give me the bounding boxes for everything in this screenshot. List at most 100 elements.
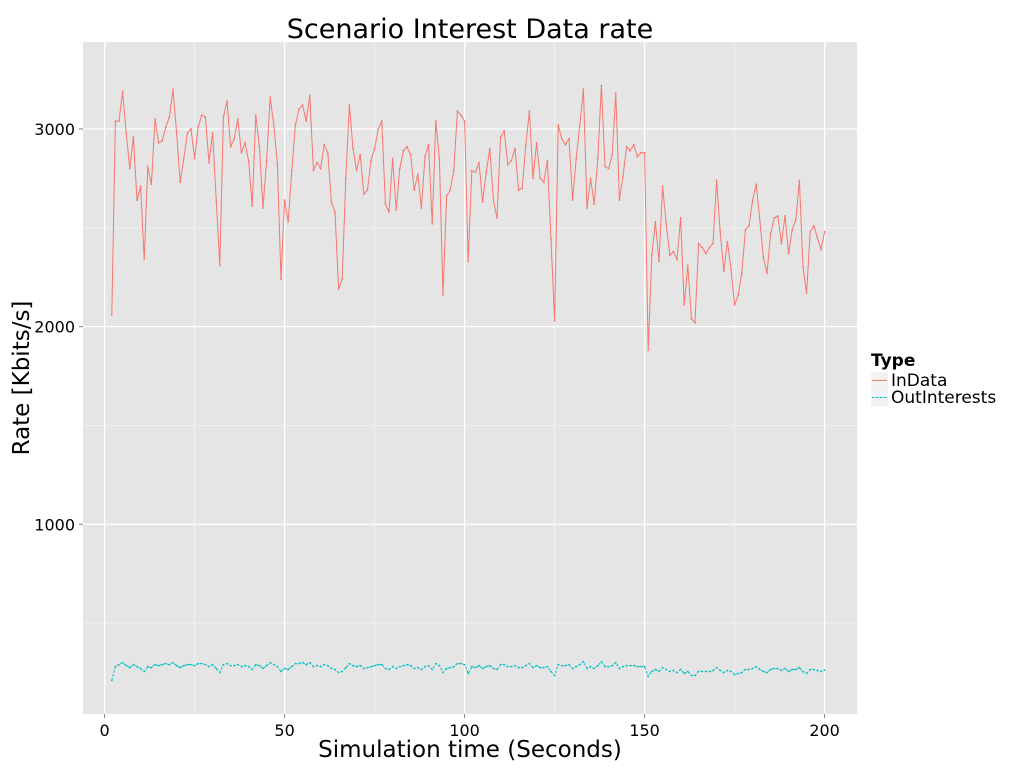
data-point <box>791 228 794 231</box>
x-axis: 0 50 100 150 200 <box>100 714 840 740</box>
series-indata <box>110 84 826 352</box>
data-point <box>362 193 365 196</box>
data-point <box>154 118 156 120</box>
data-point <box>470 665 473 668</box>
data-point <box>632 143 635 146</box>
data-point <box>470 169 473 172</box>
data-point <box>737 672 740 675</box>
data-point <box>474 666 477 669</box>
data-point <box>395 667 398 670</box>
data-point <box>571 199 574 202</box>
data-point <box>366 189 369 192</box>
legend-title: Type <box>871 351 915 371</box>
data-point <box>557 124 560 126</box>
data-point <box>780 669 783 672</box>
data-point <box>802 266 804 269</box>
data-point <box>701 670 704 673</box>
data-point <box>593 667 596 670</box>
data-point <box>204 116 207 118</box>
data-point <box>596 664 599 667</box>
data-point <box>323 663 326 666</box>
y-axis-title: Rate [Kbits/s] <box>9 301 35 456</box>
data-point <box>715 179 718 182</box>
data-point <box>388 211 390 213</box>
data-point <box>287 221 290 223</box>
data-point <box>809 230 812 233</box>
data-point <box>190 128 192 130</box>
data-point <box>298 108 300 111</box>
data-point <box>722 671 725 674</box>
data-point <box>697 670 700 673</box>
data-point <box>413 189 416 192</box>
data-point <box>654 221 657 223</box>
data-point <box>373 147 376 150</box>
data-point <box>427 143 430 146</box>
data-point <box>762 256 765 259</box>
data-point <box>798 666 801 669</box>
data-point <box>186 132 189 134</box>
data-point <box>463 663 466 666</box>
data-point <box>258 664 261 667</box>
data-point <box>298 662 300 665</box>
data-point <box>452 665 455 668</box>
data-point <box>384 667 387 670</box>
data-point <box>672 250 675 253</box>
data-point <box>755 665 758 668</box>
data-point <box>301 104 304 107</box>
data-point <box>121 90 124 93</box>
data-point <box>784 215 786 217</box>
data-point <box>218 671 221 674</box>
data-point <box>636 665 639 668</box>
data-point <box>434 120 437 122</box>
data-point <box>344 177 347 180</box>
data-point <box>330 667 333 670</box>
data-point <box>661 666 664 669</box>
data-point <box>452 169 455 172</box>
data-point <box>740 272 743 275</box>
data-point <box>751 667 754 670</box>
data-point <box>496 217 498 219</box>
data-point <box>802 670 804 673</box>
data-point <box>132 663 135 666</box>
data-point <box>614 661 617 664</box>
data-point <box>794 219 797 221</box>
data-point <box>686 670 689 673</box>
data-point <box>690 674 693 677</box>
data-point <box>643 665 646 668</box>
data-point <box>348 662 351 665</box>
data-point <box>265 664 268 667</box>
data-point <box>485 171 488 174</box>
data-point <box>611 664 614 667</box>
data-point <box>733 673 736 676</box>
data-point <box>542 666 545 669</box>
data-point <box>582 660 585 663</box>
data-point <box>326 151 329 154</box>
data-point <box>496 668 498 671</box>
data-point <box>182 664 185 667</box>
data-point <box>708 246 711 249</box>
data-point <box>290 169 293 172</box>
data-point <box>805 292 808 294</box>
data-point <box>557 663 560 666</box>
data-point <box>766 272 768 275</box>
data-point <box>816 669 819 672</box>
data-point <box>654 668 657 671</box>
data-point <box>341 670 344 673</box>
data-point <box>287 668 290 671</box>
data-point <box>294 124 297 126</box>
data-point <box>161 139 164 142</box>
data-point <box>305 120 308 122</box>
data-point <box>244 141 246 144</box>
data-point <box>773 217 776 219</box>
data-point <box>355 169 358 172</box>
data-point <box>514 664 516 667</box>
data-point <box>208 161 210 164</box>
data-point <box>618 199 621 202</box>
data-point <box>215 667 218 670</box>
data-point <box>424 665 426 668</box>
data-point <box>812 668 815 671</box>
data-point <box>758 219 761 221</box>
data-point <box>661 185 664 188</box>
data-point <box>546 665 549 668</box>
